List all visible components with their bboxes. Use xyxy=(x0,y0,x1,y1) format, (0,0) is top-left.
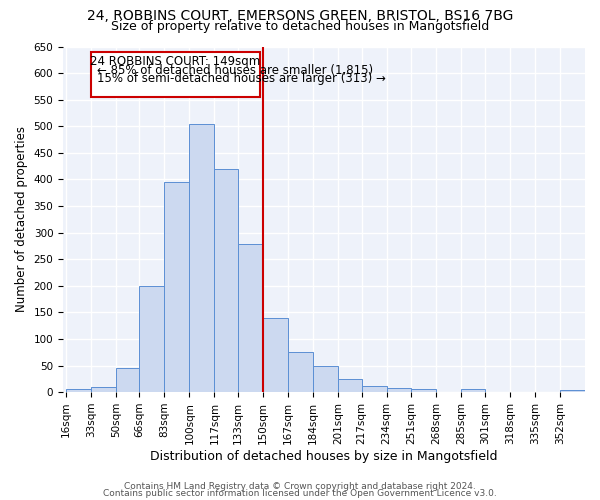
Bar xyxy=(362,386,386,392)
Text: 24 ROBBINS COURT: 149sqm: 24 ROBBINS COURT: 149sqm xyxy=(91,55,260,68)
Y-axis label: Number of detached properties: Number of detached properties xyxy=(15,126,28,312)
Bar xyxy=(214,169,238,392)
Bar xyxy=(338,379,362,392)
Bar xyxy=(313,366,338,392)
Bar xyxy=(238,244,263,392)
Text: ← 85% of detached houses are smaller (1,815): ← 85% of detached houses are smaller (1,… xyxy=(97,64,373,76)
Bar xyxy=(139,286,164,392)
Bar xyxy=(412,390,436,392)
Bar xyxy=(386,388,412,392)
X-axis label: Distribution of detached houses by size in Mangotsfield: Distribution of detached houses by size … xyxy=(150,450,498,462)
Text: Contains public sector information licensed under the Open Government Licence v3: Contains public sector information licen… xyxy=(103,489,497,498)
Text: Contains HM Land Registry data © Crown copyright and database right 2024.: Contains HM Land Registry data © Crown c… xyxy=(124,482,476,491)
Bar xyxy=(461,390,485,392)
Bar xyxy=(190,124,214,392)
Bar xyxy=(66,390,91,392)
Bar xyxy=(263,318,288,392)
Bar xyxy=(91,387,116,392)
FancyBboxPatch shape xyxy=(91,52,260,97)
Text: Size of property relative to detached houses in Mangotsfield: Size of property relative to detached ho… xyxy=(111,20,489,33)
Bar xyxy=(560,390,585,392)
Bar xyxy=(288,352,313,392)
Text: 15% of semi-detached houses are larger (313) →: 15% of semi-detached houses are larger (… xyxy=(97,72,386,85)
Bar xyxy=(116,368,139,392)
Text: 24, ROBBINS COURT, EMERSONS GREEN, BRISTOL, BS16 7BG: 24, ROBBINS COURT, EMERSONS GREEN, BRIST… xyxy=(87,9,513,23)
Bar xyxy=(164,182,190,392)
